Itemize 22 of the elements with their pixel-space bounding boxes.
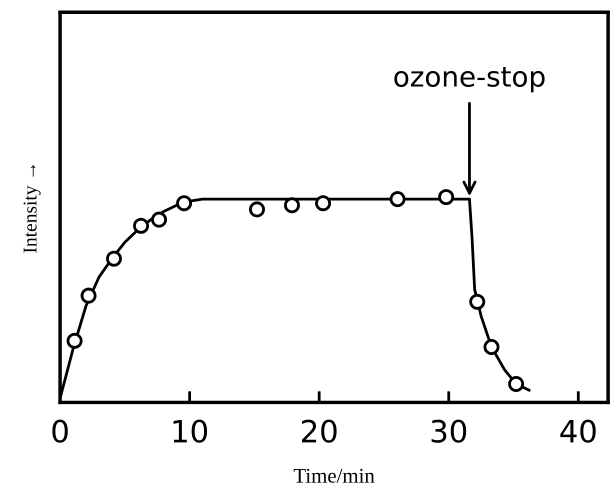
point	[66, 332, 83, 349]
x-tick-label: 30	[432, 420, 466, 443]
point	[390, 191, 406, 208]
x-tick-label: 10	[174, 420, 208, 443]
x-tick-label: 40	[560, 420, 596, 443]
point	[508, 376, 524, 392]
point	[484, 339, 500, 355]
point	[176, 195, 192, 212]
point	[469, 294, 486, 310]
point	[133, 218, 150, 234]
point	[106, 250, 122, 267]
point	[315, 195, 332, 212]
point	[284, 197, 300, 214]
x-tick-label: 0	[52, 420, 68, 443]
point	[151, 212, 168, 228]
point	[438, 189, 454, 206]
x-axis-title: Time/min	[294, 468, 374, 483]
point	[80, 288, 97, 304]
point	[249, 201, 265, 218]
x-tick-label: 20	[302, 420, 337, 443]
annotation: ozone-stop	[394, 67, 545, 92]
y-axis-title: Intensity →	[24, 165, 41, 253]
